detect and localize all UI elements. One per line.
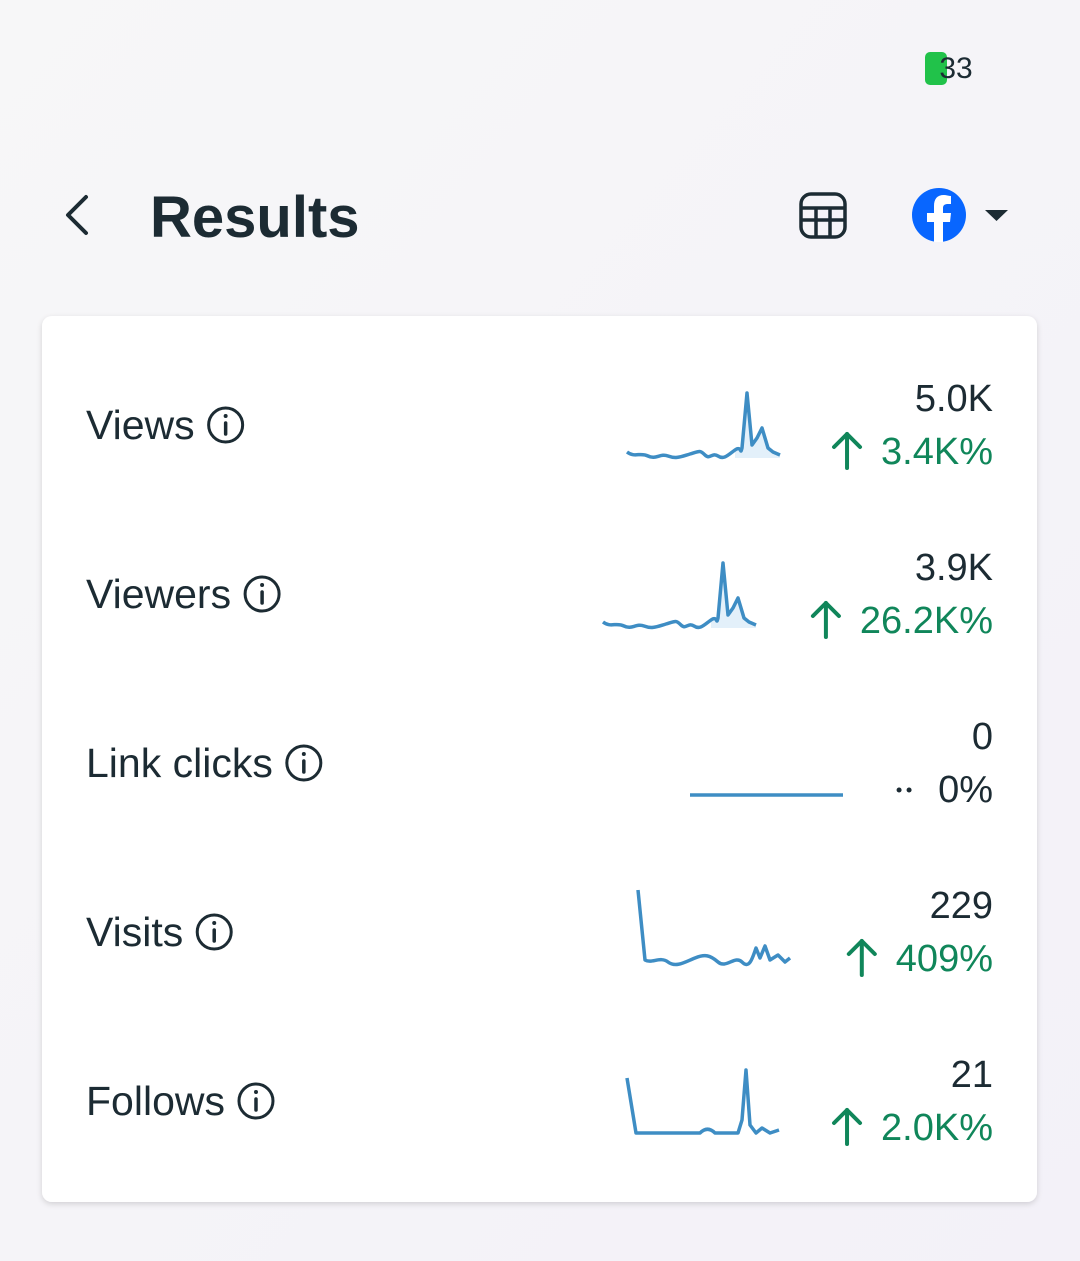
up-arrow (846, 939, 877, 977)
metric-label: Follows (86, 1078, 225, 1124)
metric-value: 0 (972, 716, 993, 758)
battery-icon (925, 52, 947, 85)
metric-label: Visits (86, 909, 183, 955)
metric-row[interactable]: Viewers 3.9K 26.2K% (86, 547, 993, 642)
metric-value: 21 (951, 1054, 993, 1096)
metric-label: Link clicks (86, 740, 273, 786)
back-button[interactable] (66, 195, 88, 235)
metric-label: Viewers (86, 571, 231, 617)
metric-change: 3.4K% (881, 431, 993, 473)
metric-row[interactable]: Views 5.0K 3.4K% (86, 378, 993, 473)
metric-change: 2.0K% (881, 1107, 993, 1149)
viewers-sparkline (601, 561, 757, 630)
info-icon[interactable] (195, 913, 233, 951)
metric-change: 26.2K% (860, 600, 993, 642)
info-icon[interactable] (243, 575, 281, 613)
page-title: Results (150, 185, 360, 250)
metric-row[interactable]: Visits 229 409% (86, 885, 993, 980)
metric-row[interactable]: Follows 21 2.0K% (86, 1054, 993, 1149)
table-button[interactable] (799, 192, 847, 239)
up-arrow (810, 601, 841, 639)
follows-sparkline (625, 1068, 780, 1135)
info-icon[interactable] (237, 1082, 275, 1120)
metric-value: 3.9K (915, 547, 993, 589)
metric-change: 0% (938, 769, 993, 811)
visits-sparkline (636, 889, 792, 967)
metric-row[interactable]: Link clicks 0 0% (86, 716, 993, 811)
up-arrow (832, 432, 863, 470)
metric-value: 5.0K (915, 378, 993, 420)
metric-value: 229 (930, 885, 993, 927)
up-arrow (832, 1108, 863, 1146)
info-icon[interactable] (207, 406, 245, 444)
account-switcher[interactable] (912, 188, 1008, 242)
info-icon[interactable] (285, 744, 323, 782)
neutral-indicator (896, 787, 912, 793)
metric-label: Views (86, 402, 195, 448)
results-card (42, 316, 1037, 1202)
metric-change: 409% (896, 938, 993, 980)
views-sparkline (625, 391, 781, 460)
battery-level: 33 (939, 52, 972, 85)
